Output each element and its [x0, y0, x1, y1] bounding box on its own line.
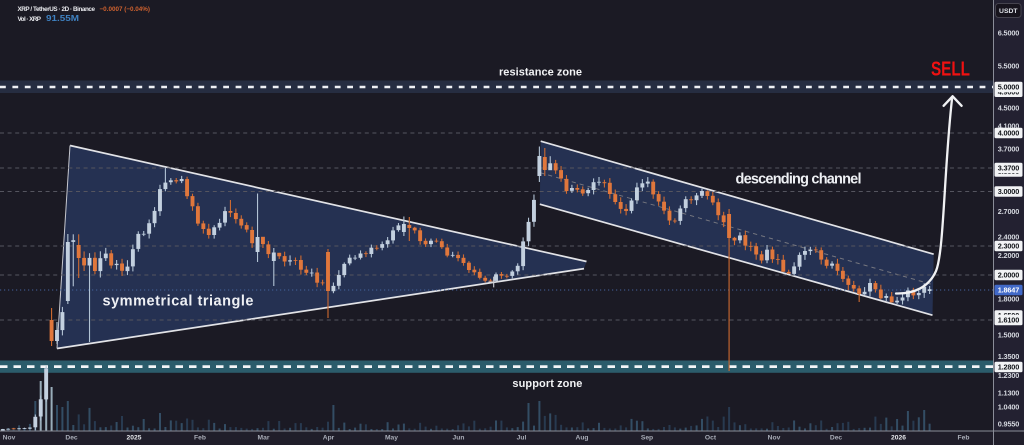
- svg-text:6.5000: 6.5000: [998, 29, 1020, 38]
- svg-text:4.0000: 4.0000: [998, 129, 1020, 138]
- svg-text:2.7000: 2.7000: [998, 207, 1020, 216]
- svg-text:2.3000: 2.3000: [998, 242, 1020, 251]
- svg-text:support zone: support zone: [512, 378, 582, 390]
- svg-text:1.8000: 1.8000: [998, 295, 1020, 304]
- svg-text:1.2300: 1.2300: [998, 371, 1020, 380]
- svg-text:USDT: USDT: [999, 8, 1018, 15]
- svg-text:resistance zone: resistance zone: [499, 67, 582, 79]
- svg-text:5.5000: 5.5000: [998, 62, 1020, 71]
- svg-text:2025: 2025: [127, 434, 142, 441]
- svg-text:3.0000: 3.0000: [998, 187, 1020, 196]
- svg-text:2.4000: 2.4000: [998, 233, 1020, 242]
- svg-text:Oct: Oct: [705, 434, 717, 441]
- svg-text:1.5000: 1.5000: [998, 331, 1020, 340]
- svg-text:1.2800: 1.2800: [998, 363, 1020, 372]
- svg-text:2.2000: 2.2000: [998, 251, 1020, 260]
- svg-text:Mar: Mar: [258, 434, 270, 441]
- svg-text:symmetrical triangle: symmetrical triangle: [103, 294, 254, 310]
- svg-text:4.1000: 4.1000: [998, 122, 1020, 131]
- svg-text:Apr: Apr: [323, 434, 335, 441]
- svg-text:Nov: Nov: [3, 434, 16, 441]
- svg-text:1.1300: 1.1300: [998, 389, 1020, 398]
- svg-text:Vol · XRP: Vol · XRP: [18, 16, 42, 23]
- svg-text:May: May: [385, 434, 398, 441]
- svg-text:SELL: SELL: [931, 59, 970, 81]
- svg-text:Nov: Nov: [768, 434, 781, 441]
- svg-text:1.0400: 1.0400: [998, 403, 1020, 412]
- svg-text:1.6100: 1.6100: [998, 316, 1020, 325]
- svg-text:XRP / TetherUS · 2D · Binance: XRP / TetherUS · 2D · Binance: [18, 6, 96, 13]
- svg-text:Jul: Jul: [517, 434, 527, 441]
- svg-text:Jun: Jun: [453, 434, 465, 441]
- svg-text:3.3700: 3.3700: [998, 164, 1020, 173]
- svg-text:Aug: Aug: [576, 434, 589, 441]
- svg-text:Dec: Dec: [830, 434, 843, 441]
- svg-text:1.3500: 1.3500: [998, 352, 1020, 361]
- svg-text:descending channel: descending channel: [736, 172, 862, 188]
- svg-text:Feb: Feb: [194, 434, 206, 441]
- svg-text:Feb: Feb: [958, 434, 970, 441]
- svg-text:Dec: Dec: [65, 434, 78, 441]
- svg-text:5.0000: 5.0000: [998, 83, 1020, 92]
- svg-text:Sep: Sep: [641, 434, 653, 441]
- svg-text:2.0000: 2.0000: [998, 271, 1020, 280]
- svg-text:2026: 2026: [891, 434, 906, 441]
- svg-text:4.5000: 4.5000: [998, 104, 1020, 113]
- svg-text:3.7000: 3.7000: [998, 145, 1020, 154]
- svg-text:1.8647: 1.8647: [998, 286, 1020, 295]
- svg-text:91.55M: 91.55M: [46, 14, 79, 23]
- svg-text:0.9550: 0.9550: [998, 420, 1020, 429]
- svg-text:−0.0007 (−0.04%): −0.0007 (−0.04%): [100, 6, 151, 13]
